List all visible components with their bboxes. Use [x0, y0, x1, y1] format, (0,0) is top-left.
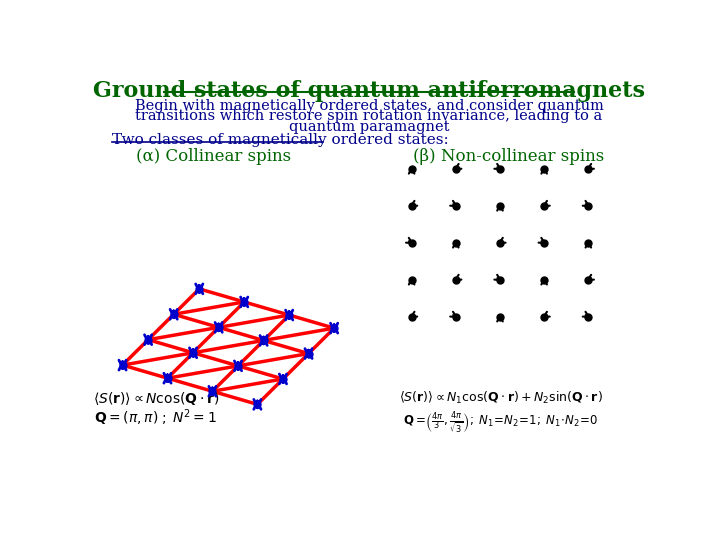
Text: $\langle S(\mathbf{r}) \rangle \propto N \cos(\mathbf{Q} \cdot \mathbf{r})$: $\langle S(\mathbf{r}) \rangle \propto N… [93, 390, 219, 407]
Text: (α) Collinear spins: (α) Collinear spins [136, 148, 292, 165]
Text: $\mathbf{Q} = \!\left(\frac{4\pi}{3}, \frac{4\pi}{\sqrt{3}}\right);\; N_1\!=\!N_: $\mathbf{Q} = \!\left(\frac{4\pi}{3}, \f… [403, 410, 598, 436]
Text: Two classes of magnetically ordered states:: Two classes of magnetically ordered stat… [112, 132, 449, 146]
Text: Begin with magnetically ordered states, and consider quantum: Begin with magnetically ordered states, … [135, 99, 603, 113]
Text: $\langle S(\mathbf{r}) \rangle \propto N_1 \cos(\mathbf{Q}\cdot\mathbf{r}) + N_2: $\langle S(\mathbf{r}) \rangle \propto N… [399, 390, 603, 406]
Text: transitions which restore spin rotation invariance, leading to a: transitions which restore spin rotation … [135, 110, 603, 124]
Text: Ground states of quantum antiferromagnets: Ground states of quantum antiferromagnet… [93, 80, 645, 102]
Text: quantum paramagnet: quantum paramagnet [289, 120, 449, 134]
Text: $\mathbf{Q} = (\pi,\pi)\;;\; N^2 = 1$: $\mathbf{Q} = (\pi,\pi)\;;\; N^2 = 1$ [94, 408, 217, 428]
Text: (β) Non-collinear spins: (β) Non-collinear spins [413, 148, 604, 165]
